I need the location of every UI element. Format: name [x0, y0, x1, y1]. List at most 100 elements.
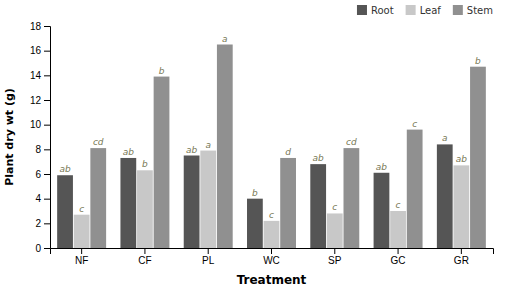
- bar-annotation: ab: [456, 154, 468, 164]
- x-axis: NFCFPLWCSPGCGR: [51, 248, 494, 266]
- bar: [470, 67, 486, 248]
- x-tick-label: CF: [138, 255, 151, 266]
- x-tick-label: SP: [328, 255, 342, 266]
- bar: [310, 164, 326, 248]
- legend-item: Leaf: [406, 5, 442, 16]
- bar: [247, 199, 263, 248]
- x-tick-label: PL: [202, 255, 215, 266]
- x-tick-mark: [271, 248, 272, 254]
- legend-item: Root: [357, 5, 394, 16]
- y-tick: 16: [30, 45, 50, 56]
- y-tick-mark: [44, 100, 50, 101]
- y-tick-label: 4: [35, 193, 41, 204]
- x-tick-mark: [398, 248, 399, 254]
- legend-label: Root: [371, 5, 394, 16]
- bar: [137, 170, 153, 248]
- y-tick-mark: [44, 248, 50, 249]
- y-tick-label: 0: [35, 243, 41, 254]
- x-tick: CF: [138, 248, 151, 266]
- bar: [344, 148, 360, 248]
- bar: [57, 175, 73, 248]
- y-tick: 2: [35, 218, 50, 229]
- chart: 024681012141618NFCFPLWCSPGCGRabababbabab…: [0, 0, 505, 290]
- x-tick-label: WC: [263, 255, 280, 266]
- bar-annotation: ab: [59, 164, 71, 174]
- bar-annotation: a: [205, 140, 211, 150]
- bar-annotation: c: [412, 119, 417, 129]
- plot: 024681012141618NFCFPLWCSPGCGRabababbabab…: [30, 21, 494, 266]
- x-tick: SP: [328, 248, 342, 266]
- y-axis-line: [44, 27, 51, 249]
- y-tick: 12: [30, 95, 50, 106]
- x-axis-title: Treatment: [237, 273, 307, 287]
- legend-label: Leaf: [420, 5, 442, 16]
- y-tick-mark: [44, 223, 50, 224]
- bar: [90, 148, 106, 248]
- bar: [154, 77, 170, 248]
- x-tick: GR: [454, 248, 469, 266]
- bar-annotation: b: [252, 188, 258, 198]
- bar-annotation: b: [142, 159, 148, 169]
- y-tick: 0: [35, 243, 50, 254]
- bar-annotation: c: [332, 202, 337, 212]
- x-tick-mark: [81, 248, 82, 254]
- bar: [280, 158, 296, 248]
- y-tick-label: 8: [35, 144, 41, 155]
- x-tick-mark: [461, 248, 462, 254]
- bar-annotation: cd: [93, 137, 104, 147]
- y-tick-mark: [44, 75, 50, 76]
- x-axis-line: [51, 249, 494, 255]
- bars: [57, 45, 486, 249]
- x-tick-mark: [334, 248, 335, 254]
- y-tick-label: 18: [30, 21, 42, 32]
- bar: [184, 156, 200, 249]
- bar: [407, 130, 423, 248]
- bar-annotation: c: [396, 200, 401, 210]
- bar-annotation: b: [159, 66, 165, 76]
- legend-swatch: [453, 5, 463, 15]
- y-tick-label: 12: [30, 95, 42, 106]
- x-tick: WC: [263, 248, 280, 266]
- y-tick-label: 10: [30, 119, 42, 130]
- bar: [327, 213, 343, 248]
- bar-annotation: ab: [313, 153, 325, 163]
- y-tick-label: 2: [35, 218, 41, 229]
- bar: [74, 215, 90, 248]
- x-tick-mark: [144, 248, 145, 254]
- bar-annotation: ab: [376, 162, 388, 172]
- legend: Root Leaf Stem: [357, 5, 493, 16]
- y-tick: 18: [30, 21, 50, 32]
- x-tick: PL: [202, 248, 215, 266]
- y-tick: 14: [30, 70, 50, 81]
- y-tick-mark: [44, 125, 50, 126]
- y-tick-mark: [44, 51, 50, 52]
- bar-annotation: c: [79, 204, 84, 214]
- x-tick-mark: [208, 248, 209, 254]
- y-axis-title: Plant dry wt (g): [3, 88, 16, 186]
- bar: [217, 45, 233, 249]
- y-tick-mark: [44, 26, 50, 27]
- x-tick-label: GC: [391, 255, 406, 266]
- y-tick: 10: [30, 119, 50, 130]
- bar: [374, 173, 390, 248]
- y-axis: 0 2 4 6 8 10 12 14 16 18: [30, 21, 51, 254]
- x-tick: GC: [391, 248, 406, 266]
- y-tick-label: 14: [30, 70, 42, 81]
- bar: [453, 165, 469, 248]
- annotations: abababbababacbacccabcdbadcdcb: [59, 34, 481, 220]
- bar: [437, 144, 453, 248]
- y-tick: 4: [35, 193, 50, 204]
- y-tick: 6: [35, 169, 50, 180]
- legend-item: Stem: [453, 5, 493, 16]
- bar: [120, 158, 136, 248]
- y-tick-mark: [44, 199, 50, 200]
- legend-swatch: [357, 5, 367, 15]
- legend-label: Stem: [467, 5, 493, 16]
- x-tick-label: GR: [454, 255, 469, 266]
- bar: [390, 211, 406, 248]
- bar-annotation: cd: [346, 137, 357, 147]
- bar: [264, 221, 280, 248]
- y-tick-mark: [44, 174, 50, 175]
- bar: [200, 151, 216, 248]
- bar-annotation: c: [269, 210, 274, 220]
